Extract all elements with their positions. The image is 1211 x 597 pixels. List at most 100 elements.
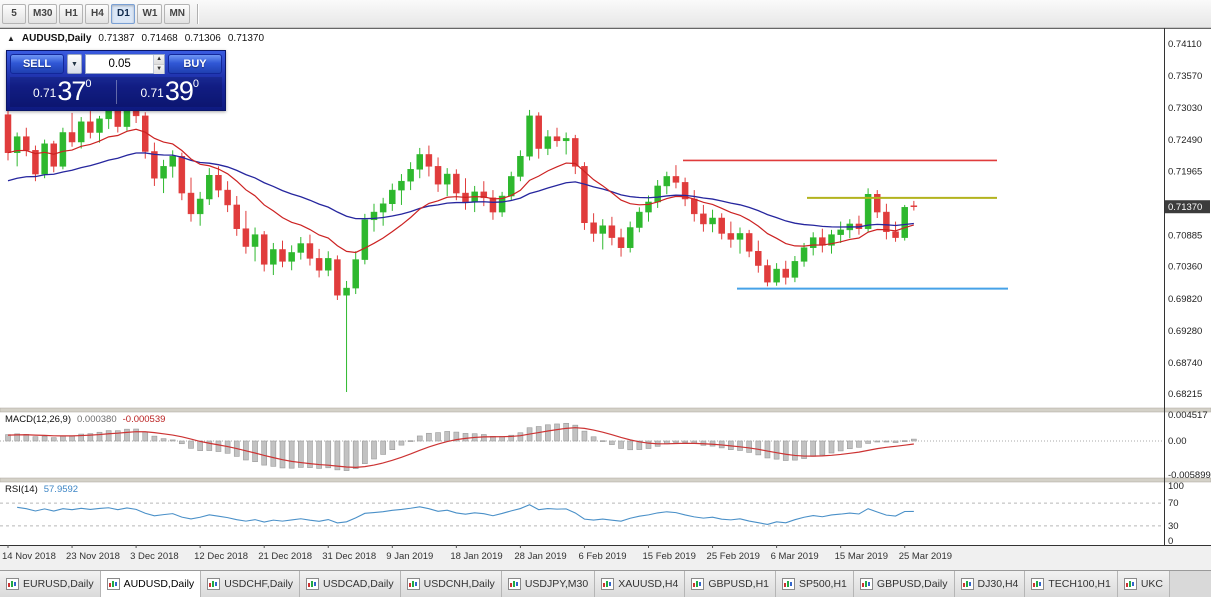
rsi-name: RSI(14) (5, 484, 38, 495)
svg-text:15 Feb 2019: 15 Feb 2019 (643, 551, 696, 562)
tab-label: XAUUSD,H4 (618, 578, 679, 590)
svg-text:0.73030: 0.73030 (1168, 103, 1202, 114)
chart-tab-usdcad-daily[interactable]: USDCAD,Daily (300, 571, 401, 597)
svg-text:0.74110: 0.74110 (1168, 39, 1202, 50)
tab-label: USDCHF,Daily (224, 578, 294, 590)
timeframe-button-w1[interactable]: W1 (137, 3, 163, 24)
chevron-down-icon: ▼ (71, 60, 78, 68)
timeframe-button-mn[interactable]: MN (164, 3, 191, 24)
svg-text:0.69820: 0.69820 (1168, 294, 1202, 305)
volume-input-wrap: ▲ ▼ (85, 54, 165, 74)
tab-label: GBPUSD,H1 (708, 578, 770, 590)
current-price-badge (1165, 200, 1210, 214)
chart-tab-ukc[interactable]: UKC (1117, 571, 1170, 597)
timeframe-button-h4[interactable]: H4 (85, 3, 110, 24)
mini-chart-icon (406, 578, 420, 590)
svg-text:9 Jan 2019: 9 Jan 2019 (386, 551, 433, 562)
chart-tab-bar: EURUSD,Daily AUDUSD,Daily USDCHF,Daily USDC… (0, 570, 1211, 597)
macd-signal-line (7, 427, 914, 468)
chart-tab-audusd-daily[interactable]: AUDUSD,Daily (100, 571, 202, 597)
sell-price-big-digits: 37 (57, 76, 86, 106)
macd-signal-value: -0.000539 (122, 414, 166, 425)
mini-chart-icon (691, 578, 705, 590)
svg-text:18 Jan 2019: 18 Jan 2019 (450, 551, 502, 562)
tab-label: GBPUSD,Daily (876, 578, 948, 590)
buy-button[interactable]: BUY (168, 54, 222, 74)
ma-fast-line[interactable] (7, 128, 915, 254)
volume-decrease-button[interactable]: ▼ (154, 65, 164, 74)
svg-text:6 Feb 2019: 6 Feb 2019 (578, 551, 626, 562)
buy-price-big-digits: 39 (164, 76, 194, 106)
svg-text:0.72490: 0.72490 (1168, 135, 1202, 146)
svg-text:0.00: 0.00 (1168, 436, 1187, 447)
mini-chart-icon (601, 578, 615, 590)
mini-chart-icon (1031, 578, 1045, 590)
svg-text:0.70360: 0.70360 (1168, 262, 1202, 273)
tab-label: AUDUSD,Daily (123, 578, 195, 590)
timeframe-toolbar: 5 M30 H1 H4 D1 W1 MN (0, 0, 1211, 28)
buy-price-prefix: 0.71 (140, 86, 164, 100)
chart-tab-usdcnh-daily[interactable]: USDCNH,Daily (400, 571, 502, 597)
tab-label: DJ30,H4 (977, 578, 1019, 590)
rsi-indicator-label: RSI(14) 57.9592 (5, 484, 78, 495)
macd-histogram (5, 422, 917, 471)
chart-tab-usdjpy-m30[interactable]: USDJPY,M30 (501, 571, 596, 597)
price-chart-canvas[interactable]: 0.74110 0.73570 0.73030 0.72490 0.71965 0.708… (0, 28, 1211, 570)
svg-text:25 Mar 2019: 25 Mar 2019 (899, 551, 952, 562)
mini-chart-icon (859, 578, 873, 590)
chart-tab-eurusd-daily[interactable]: EURUSD,Daily (0, 571, 101, 597)
mini-chart-icon (782, 578, 796, 590)
chart-tab-sp500-h1[interactable]: SP500,H1 (776, 571, 854, 597)
buy-price-pip-digit: 0 (192, 78, 200, 90)
date-axis (7, 545, 906, 548)
tab-label: USDJPY,M30 (524, 578, 589, 590)
ohlc-low: 0.71306 (184, 33, 221, 44)
svg-text:0.70885: 0.70885 (1168, 231, 1202, 242)
chart-tab-gbpusd-daily[interactable]: GBPUSD,Daily (853, 571, 955, 597)
timeframe-button-h1[interactable]: H1 (59, 3, 84, 24)
mini-chart-icon (207, 578, 221, 590)
svg-text:21 Dec 2018: 21 Dec 2018 (258, 551, 312, 562)
volume-increase-button[interactable]: ▲ (154, 55, 164, 65)
tab-label: SP500,H1 (799, 578, 847, 590)
svg-text:6 Mar 2019: 6 Mar 2019 (771, 551, 819, 562)
svg-text:25 Feb 2019: 25 Feb 2019 (707, 551, 760, 562)
svg-text:12 Dec 2018: 12 Dec 2018 (194, 551, 248, 562)
svg-text:15 Mar 2019: 15 Mar 2019 (835, 551, 888, 562)
ma-slow-line[interactable] (7, 152, 914, 228)
mini-chart-icon (507, 578, 521, 590)
tab-label: TECH100,H1 (1048, 578, 1111, 590)
chart-tab-gbpusd-h1[interactable]: GBPUSD,H1 (685, 571, 777, 597)
sell-button[interactable]: SELL (10, 54, 64, 74)
mini-chart-icon (6, 578, 19, 590)
svg-text:14 Nov 2018: 14 Nov 2018 (2, 551, 56, 562)
buy-price[interactable]: 0.71 39 0 (118, 77, 223, 107)
macd-main-value: 0.000380 (77, 414, 117, 425)
ohlc-close: 0.71370 (227, 33, 265, 44)
chart-tab-dj30-h4[interactable]: DJ30,H4 (954, 571, 1026, 597)
svg-text:31 Dec 2018: 31 Dec 2018 (322, 551, 376, 562)
svg-text:0.71965: 0.71965 (1168, 166, 1202, 177)
svg-text:0.71370: 0.71370 (1168, 202, 1202, 213)
sell-price-prefix: 0.71 (32, 86, 57, 100)
sell-price[interactable]: 0.71 37 0 (10, 77, 115, 107)
svg-text:30: 30 (1168, 521, 1179, 532)
svg-text:0.68215: 0.68215 (1168, 389, 1202, 400)
timeframe-button-d1[interactable]: D1 (111, 3, 136, 24)
mini-chart-icon (306, 578, 320, 590)
chart-tab-usdchf-daily[interactable]: USDCHF,Daily (201, 571, 301, 597)
one-click-collapse-icon[interactable]: ▲ (7, 34, 15, 43)
rsi-line (17, 504, 914, 525)
volume-input[interactable] (86, 55, 154, 73)
chart-tab-tech100-h1[interactable]: TECH100,H1 (1025, 571, 1118, 597)
candles (4, 96, 918, 393)
timeframe-button-m30[interactable]: M30 (28, 3, 58, 24)
timeframe-button-5[interactable]: 5 (2, 3, 26, 24)
svg-text:100: 100 (1168, 481, 1184, 492)
one-click-trading-panel: SELL ▼ ▲ ▼ BUY 0.71 37 0 (6, 50, 226, 111)
toolbar-separator (197, 3, 200, 24)
chart-tab-xauusd-h4[interactable]: XAUUSD,H4 (595, 571, 686, 597)
svg-text:0: 0 (1168, 536, 1173, 547)
volume-dropdown-button[interactable]: ▼ (67, 54, 82, 74)
